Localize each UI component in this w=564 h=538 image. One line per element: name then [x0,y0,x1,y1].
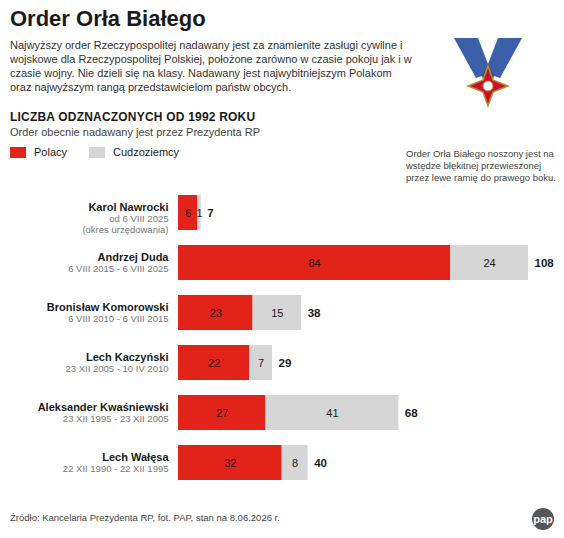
svg-text:108: 108 [169,257,187,269]
svg-text:108: 108 [535,257,555,269]
svg-text:Andrzej Duda: Andrzej Duda [98,251,170,263]
svg-text:23 XII 2005 - 10 IV 2010: 23 XII 2005 - 10 IV 2010 [66,363,169,374]
html-text:Order Orła Białego noszony jes: Order Orła Białego noszony jest na wstęd… [406,148,556,183]
svg-text:Bronisław Komorowski: Bronisław Komorowski [47,301,169,313]
svg-text:38: 38 [172,307,184,319]
svg-text:84: 84 [308,257,320,269]
html-text:Cudzoziemcy: Cudzoziemcy [113,146,180,158]
html-text:Polacy: Polacy [34,146,67,158]
html-text:pap: pap [533,513,553,525]
svg-text:7: 7 [175,207,181,219]
svg-text:23: 23 [210,307,222,319]
html-text:Order Orła Białego: Order Orła Białego [10,6,206,31]
svg-text:Lech Kaczyński: Lech Kaczyński [86,351,169,363]
svg-text:od 6 VIII 2025(okres urzędowan: od 6 VIII 2025(okres urzędowania) [82,213,168,235]
svg-text:41: 41 [326,407,338,419]
svg-text:Lech Wałęsa: Lech Wałęsa [102,451,169,463]
html-text:LICZBA ODZNACZONYCH OD 1992 RO: LICZBA ODZNACZONYCH OD 1992 ROKU [10,110,256,124]
svg-text:22 XII 1990 - 22 XII 1995: 22 XII 1990 - 22 XII 1995 [63,463,169,474]
svg-text:1: 1 [197,207,203,219]
svg-text:68: 68 [172,407,184,419]
svg-text:23 XII 1995 - 23 XII 2005: 23 XII 1995 - 23 XII 2005 [63,413,169,424]
svg-text:29: 29 [278,357,291,369]
svg-text:38: 38 [308,307,321,319]
svg-text:6 VIII 2010 - 6 VIII 2015: 6 VIII 2010 - 6 VIII 2015 [68,313,168,324]
svg-text:29: 29 [172,357,184,369]
svg-text:6 VIII 2015 - 6 VIII 2025: 6 VIII 2015 - 6 VIII 2025 [68,263,168,274]
svg-text:15: 15 [271,307,283,319]
html-text:Order obecnie nadawany jest pr: Order obecnie nadawany jest przez Prezyd… [10,126,261,138]
svg-text:Aleksander Kwaśniewski: Aleksander Kwaśniewski [38,401,169,413]
svg-text:8: 8 [292,457,298,469]
svg-text:Karol Nawrocki: Karol Nawrocki [88,201,168,213]
svg-text:24: 24 [483,257,495,269]
svg-text:27: 27 [216,407,228,419]
svg-text:6: 6 [185,207,191,219]
html-text:Źródło: Kancelaria Prezydenta: Źródło: Kancelaria Prezydenta RP, fot. P… [10,512,280,523]
html-text:Najwyższy order Rzeczypospolit: Najwyższy order Rzeczypospolitej nadawan… [10,39,412,93]
svg-text:7: 7 [207,207,213,219]
svg-text:32: 32 [224,457,236,469]
svg-text:68: 68 [405,407,418,419]
svg-text:40: 40 [314,457,327,469]
svg-text:7: 7 [258,357,264,369]
svg-text:40: 40 [172,457,184,469]
svg-text:22: 22 [208,357,220,369]
